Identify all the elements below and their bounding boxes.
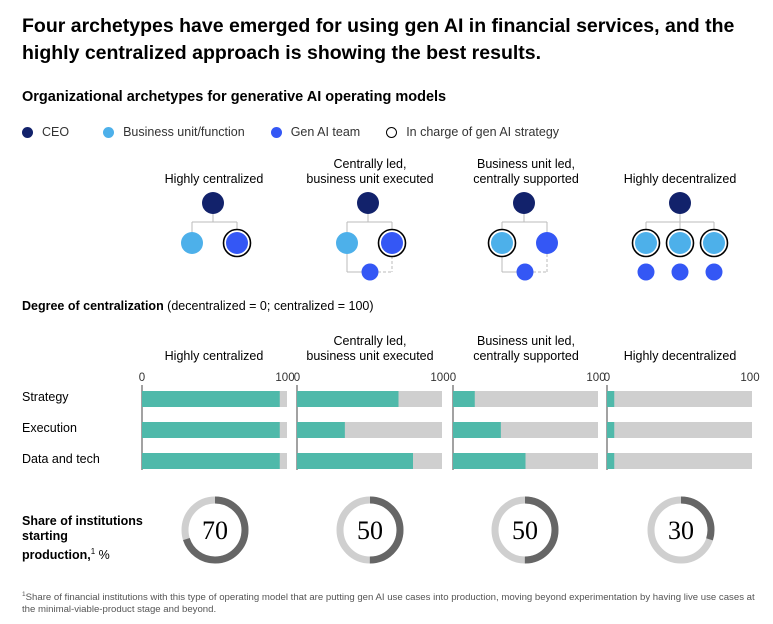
bar (607, 453, 615, 469)
axis-tick-label: 0 (139, 372, 145, 384)
business-unit-dot-icon (103, 126, 115, 138)
bar (297, 391, 399, 407)
bar (297, 453, 413, 469)
ceo-dot-icon (22, 126, 33, 138)
bar (142, 391, 280, 407)
gen-ai-team-node (226, 232, 248, 254)
row-label-strategy: Strategy (22, 390, 69, 404)
chart-subtitle: Organizational archetypes for generative… (22, 89, 447, 105)
row-label-execution: Execution (22, 421, 77, 435)
business-unit-node (669, 232, 691, 254)
archetype-label-2: Centrally led, business unit executed (306, 157, 434, 186)
bar-col-label-4: Highly decentralized (623, 349, 737, 363)
ceo-node (513, 192, 535, 214)
legend-item-gen-ai-team: Gen AI team (270, 125, 361, 139)
business-unit-node (181, 232, 203, 254)
bar (453, 391, 475, 407)
donuts-layer: 70 50 50 30 (181, 496, 715, 564)
donut-value-label: 50 (357, 516, 383, 545)
donut-value-label: 30 (668, 516, 694, 545)
legend-item-ceo: CEO (22, 125, 69, 139)
axis-tick-label: 100 (275, 372, 294, 384)
business-unit-node (703, 232, 725, 254)
business-unit-node (491, 232, 513, 254)
archetype-label-1: Highly centralized (164, 172, 264, 186)
bar-track (607, 391, 752, 407)
ceo-node (669, 192, 691, 214)
bar (142, 453, 280, 469)
archetype-label-3: Business unit led, centrally supported (473, 157, 579, 186)
bar (607, 422, 615, 438)
chart-title: Four archetypes have emerged for using g… (22, 15, 735, 64)
ring-icon (386, 126, 398, 138)
legend-item-in-charge: In charge of gen AI strategy (386, 125, 559, 139)
legend-label: CEO (42, 125, 70, 139)
bar-col-label-1: Highly centralized (164, 349, 264, 363)
donut-value-label: 70 (202, 516, 228, 545)
donut-fill (181, 496, 249, 564)
legend-label: Gen AI team (290, 125, 361, 139)
bar-track (607, 422, 752, 438)
gen-ai-team-dot-icon (270, 126, 282, 138)
legend-label: Business unit/function (123, 125, 245, 139)
bar (142, 422, 280, 438)
bar (297, 422, 345, 438)
legend: CEO Business unit/function Gen AI team I… (22, 124, 585, 140)
donut-value-label: 50 (512, 516, 538, 545)
ceo-node (357, 192, 379, 214)
bar-track (607, 453, 752, 469)
footnote: 1Share of financial institutions with th… (22, 591, 755, 615)
gen-ai-team-node (536, 232, 558, 254)
row-label-data-tech: Data and tech (22, 452, 100, 466)
ceo-node (202, 192, 224, 214)
business-unit-node (635, 232, 657, 254)
share-label: Share of institutions starting productio… (22, 514, 143, 563)
gen-ai-team-node (516, 263, 534, 281)
axis-tick-label: 0 (604, 372, 610, 384)
legend-item-business-unit: Business unit/function (103, 125, 245, 139)
donut-fill (647, 496, 715, 564)
archetype-label-4: Highly decentralized (623, 172, 737, 186)
bar-col-label-2: Centrally led, business unit executed (306, 334, 434, 363)
centralization-heading: Degree of centralization (decentralized … (22, 299, 374, 313)
gen-ai-team-node (361, 263, 379, 281)
bar-track (453, 391, 598, 407)
bar (453, 422, 501, 438)
gen-ai-team-node (637, 263, 655, 281)
bar (453, 453, 526, 469)
donut-fill (491, 496, 559, 564)
axis-tick-label: 0 (450, 372, 456, 384)
donut-fill (336, 496, 404, 564)
gen-ai-team-node (381, 232, 403, 254)
gen-ai-team-node (671, 263, 689, 281)
gen-ai-team-node (705, 263, 723, 281)
bar (607, 391, 615, 407)
axis-tick-label: 0 (294, 372, 300, 384)
axis-tick-label: 100 (740, 372, 759, 384)
axis-tick-label: 100 (430, 372, 449, 384)
legend-label: In charge of gen AI strategy (406, 125, 560, 139)
business-unit-node (336, 232, 358, 254)
axis-tick-label: 100 (586, 372, 605, 384)
bar-col-label-3: Business unit led, centrally supported (473, 334, 579, 363)
